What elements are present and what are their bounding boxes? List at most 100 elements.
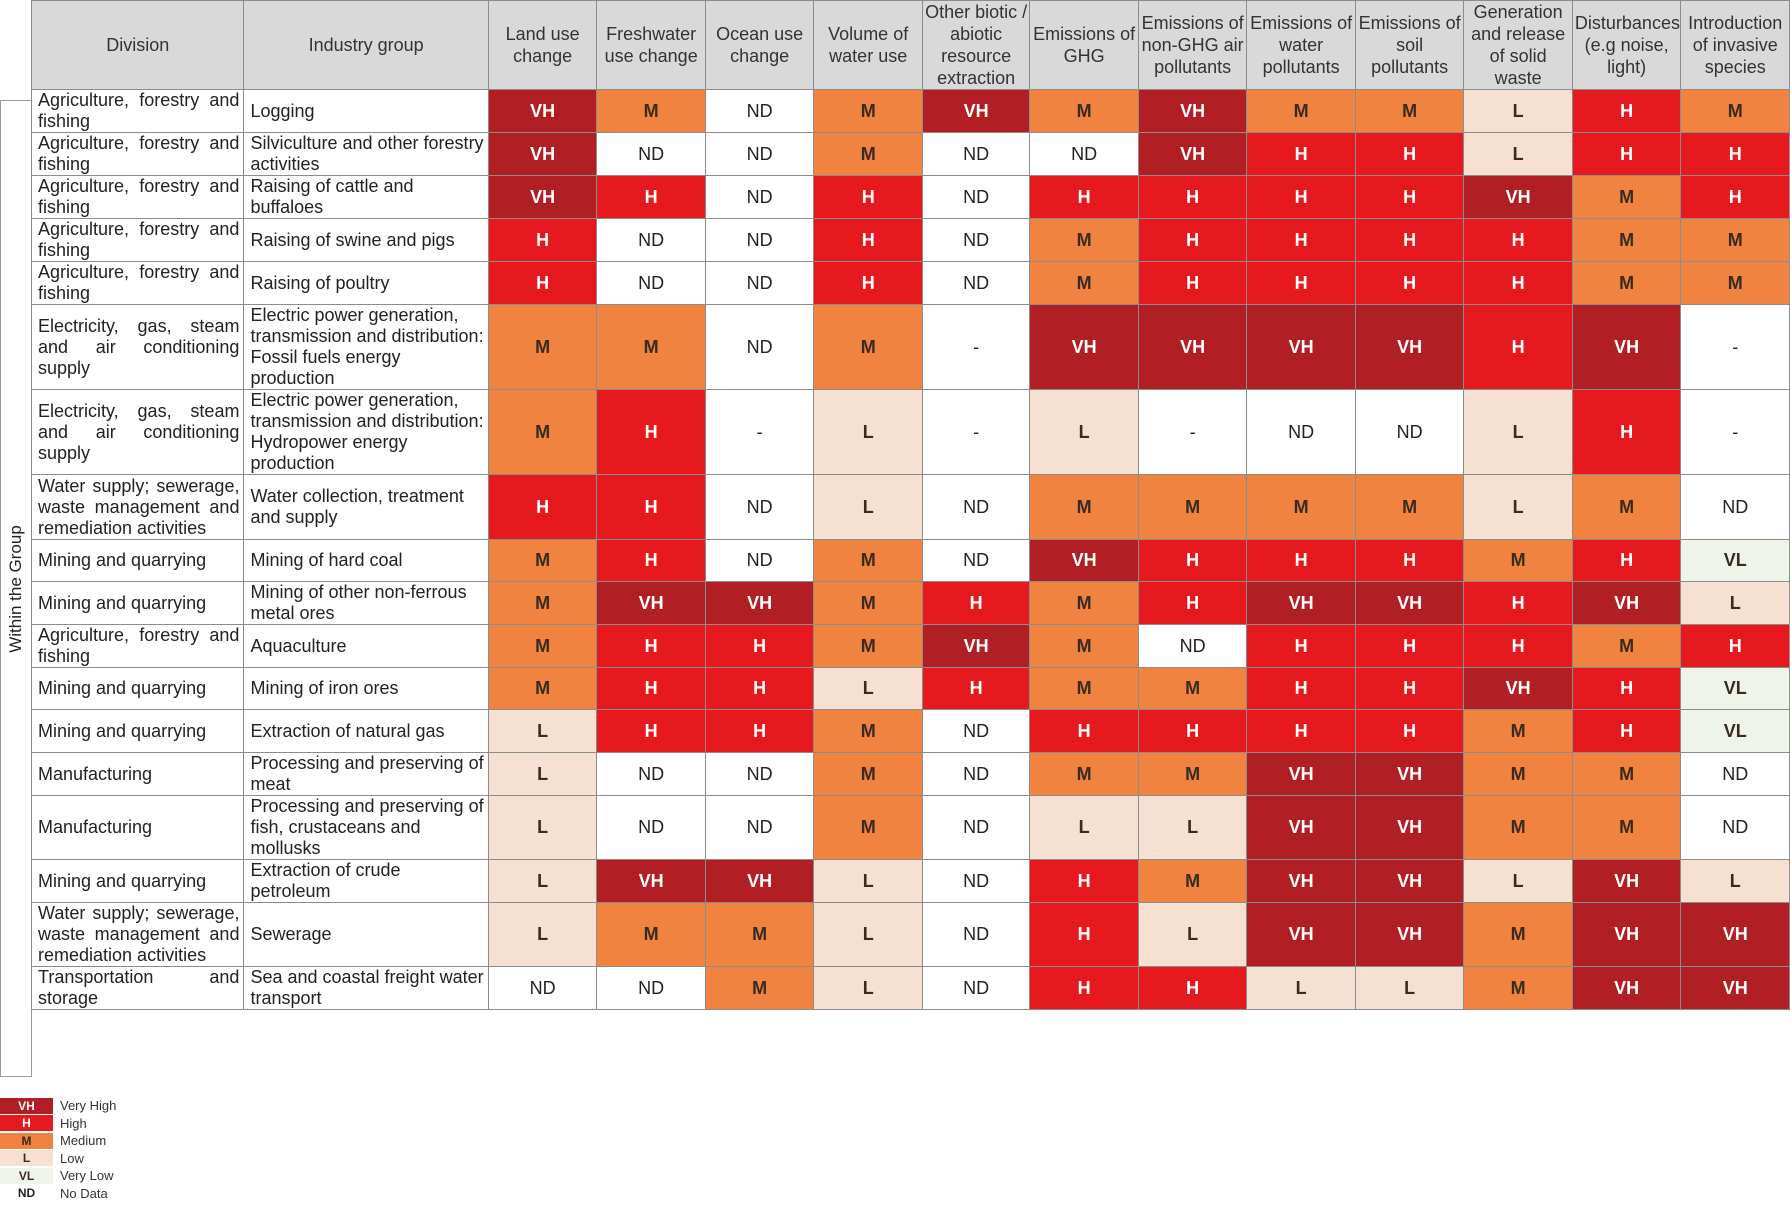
rating-cell-freshwater-use-change: ND [596, 966, 706, 1010]
rating-cell-emissions-of-soil-pollutants: VH [1354, 795, 1465, 860]
rating-cell-volume-of-water-use: H [813, 261, 923, 305]
rating-cell-land-use-change: M [487, 539, 598, 582]
rating-cell-other-biotic-abiotic-resource-extraction: ND [921, 218, 1031, 262]
rating-cell-ocean-use-change: H [704, 624, 815, 668]
rating-cell-disturbances-e-g-noise-light: M [1571, 175, 1682, 219]
rating-cell-emissions-of-water-pollutants: H [1246, 624, 1356, 668]
rating-cell-ocean-use-change: H [704, 667, 815, 710]
rating-cell-emissions-of-non-ghg-air-pollutants: VH [1137, 132, 1248, 176]
rating-cell-emissions-of-water-pollutants: M [1246, 89, 1356, 133]
rating-cell-land-use-change: VH [487, 132, 598, 176]
rating-cell-emissions-of-non-ghg-air-pollutants: M [1137, 474, 1248, 540]
column-header-volume-of-water-use: Volume of water use [813, 0, 923, 90]
rating-cell-emissions-of-non-ghg-air-pollutants: M [1137, 667, 1248, 710]
rating-cell-emissions-of-water-pollutants: VH [1246, 581, 1356, 625]
rating-cell-land-use-change: L [487, 859, 598, 903]
column-header-emissions-of-water-pollutants: Emissions of water pollutants [1246, 0, 1356, 90]
rating-cell-emissions-of-ghg: M [1029, 667, 1139, 710]
rating-cell-generation-and-release-of-solid-waste: H [1463, 581, 1573, 625]
division-cell: Agriculture, forestry and fishing [30, 132, 245, 176]
rating-cell-generation-and-release-of-solid-waste: M [1463, 902, 1573, 967]
industry-group-cell: Extraction of natural gas [243, 709, 489, 753]
rating-cell-freshwater-use-change: H [596, 709, 706, 753]
rating-cell-emissions-of-non-ghg-air-pollutants: H [1137, 175, 1248, 219]
rating-cell-freshwater-use-change: ND [596, 132, 706, 176]
rating-cell-generation-and-release-of-solid-waste: L [1463, 859, 1573, 903]
industry-group-cell: Electric power generation, transmission … [243, 304, 489, 390]
rating-cell-land-use-change: H [487, 261, 598, 305]
rating-cell-emissions-of-non-ghg-air-pollutants: H [1137, 261, 1248, 305]
rating-cell-generation-and-release-of-solid-waste: M [1463, 752, 1573, 796]
header-row: Division Industry group Land use change Fre… [30, 0, 1790, 90]
rating-cell-emissions-of-water-pollutants: VH [1246, 752, 1356, 796]
legend-item: L Low [0, 1150, 116, 1168]
rating-cell-emissions-of-water-pollutants: M [1246, 474, 1356, 540]
column-header-generation-and-release-of-solid-waste: Generation and release of solid waste [1463, 0, 1573, 90]
division-cell: Agriculture, forestry and fishing [30, 218, 245, 262]
rating-cell-emissions-of-soil-pollutants: H [1354, 709, 1465, 753]
rating-cell-emissions-of-soil-pollutants: H [1354, 261, 1465, 305]
rating-cell-other-biotic-abiotic-resource-extraction: ND [921, 474, 1031, 540]
rating-cell-volume-of-water-use: M [813, 581, 923, 625]
rating-cell-emissions-of-ghg: H [1029, 859, 1139, 903]
rating-cell-disturbances-e-g-noise-light: H [1571, 389, 1682, 475]
rating-cell-ocean-use-change: ND [704, 795, 815, 860]
rating-cell-emissions-of-soil-pollutants: ND [1354, 389, 1465, 475]
rating-cell-volume-of-water-use: H [813, 175, 923, 219]
rating-cell-freshwater-use-change: M [596, 902, 706, 967]
rating-cell-disturbances-e-g-noise-light: H [1571, 89, 1682, 133]
rating-cell-generation-and-release-of-solid-waste: L [1463, 89, 1573, 133]
legend-label: Very Low [60, 1168, 114, 1184]
rating-cell-volume-of-water-use: M [813, 89, 923, 133]
rating-cell-introduction-of-invasive-species: - [1680, 389, 1790, 475]
rating-cell-other-biotic-abiotic-resource-extraction: - [921, 304, 1031, 390]
rating-cell-disturbances-e-g-noise-light: M [1571, 261, 1682, 305]
industry-group-cell: Logging [243, 89, 489, 133]
table-row: Mining and quarrying Extraction of crude … [30, 859, 1790, 903]
rating-cell-freshwater-use-change: ND [596, 261, 706, 305]
rating-cell-emissions-of-soil-pollutants: VH [1354, 902, 1465, 967]
division-cell: Agriculture, forestry and fishing [30, 89, 245, 133]
rating-cell-other-biotic-abiotic-resource-extraction: ND [921, 709, 1031, 753]
rating-cell-emissions-of-water-pollutants: H [1246, 261, 1356, 305]
industry-group-cell: Sewerage [243, 902, 489, 967]
rating-cell-emissions-of-soil-pollutants: H [1354, 667, 1465, 710]
rating-cell-volume-of-water-use: M [813, 709, 923, 753]
legend-swatch: ND [0, 1185, 53, 1202]
division-cell: Electricity, gas, steam and air conditio… [30, 304, 245, 390]
rating-cell-volume-of-water-use: L [813, 859, 923, 903]
rating-cell-volume-of-water-use: M [813, 795, 923, 860]
rating-cell-emissions-of-soil-pollutants: VH [1354, 859, 1465, 903]
table-row: Agriculture, forestry and fishing Silvicu… [30, 132, 1790, 176]
rating-cell-disturbances-e-g-noise-light: H [1571, 709, 1682, 753]
rating-cell-volume-of-water-use: H [813, 218, 923, 262]
rating-cell-introduction-of-invasive-species: L [1680, 581, 1790, 625]
industry-group-cell: Water collection, treatment and supply [243, 474, 489, 540]
rating-cell-introduction-of-invasive-species: M [1680, 218, 1790, 262]
rating-cell-volume-of-water-use: M [813, 752, 923, 796]
rating-cell-generation-and-release-of-solid-waste: L [1463, 132, 1573, 176]
rating-cell-ocean-use-change: ND [704, 304, 815, 390]
table-row: Agriculture, forestry and fishing Raising… [30, 175, 1790, 219]
rating-cell-land-use-change: L [487, 902, 598, 967]
legend-label: High [60, 1115, 87, 1131]
rating-cell-ocean-use-change: ND [704, 175, 815, 219]
rating-cell-emissions-of-water-pollutants: H [1246, 667, 1356, 710]
rating-cell-land-use-change: M [487, 624, 598, 668]
column-header-other-biotic-abiotic-resource-extraction: Other biotic / abiotic resource extracti… [921, 0, 1031, 90]
side-label-text: Within the Group [6, 524, 25, 653]
rating-cell-disturbances-e-g-noise-light: H [1571, 132, 1682, 176]
rating-cell-other-biotic-abiotic-resource-extraction: ND [921, 752, 1031, 796]
column-header-emissions-of-non-ghg-air-pollutants: Emissions of non-GHG air pollutants [1137, 0, 1248, 90]
rating-cell-other-biotic-abiotic-resource-extraction: ND [921, 795, 1031, 860]
division-cell: Agriculture, forestry and fishing [30, 175, 245, 219]
rating-cell-disturbances-e-g-noise-light: VH [1571, 859, 1682, 903]
rating-cell-emissions-of-water-pollutants: ND [1246, 389, 1356, 475]
rating-cell-introduction-of-invasive-species: ND [1680, 795, 1790, 860]
division-cell: Electricity, gas, steam and air conditio… [30, 389, 245, 475]
rating-cell-emissions-of-water-pollutants: VH [1246, 304, 1356, 390]
rating-cell-emissions-of-non-ghg-air-pollutants: - [1137, 389, 1248, 475]
rating-cell-introduction-of-invasive-species: H [1680, 132, 1790, 176]
division-cell: Mining and quarrying [30, 859, 245, 903]
rating-cell-emissions-of-water-pollutants: H [1246, 709, 1356, 753]
